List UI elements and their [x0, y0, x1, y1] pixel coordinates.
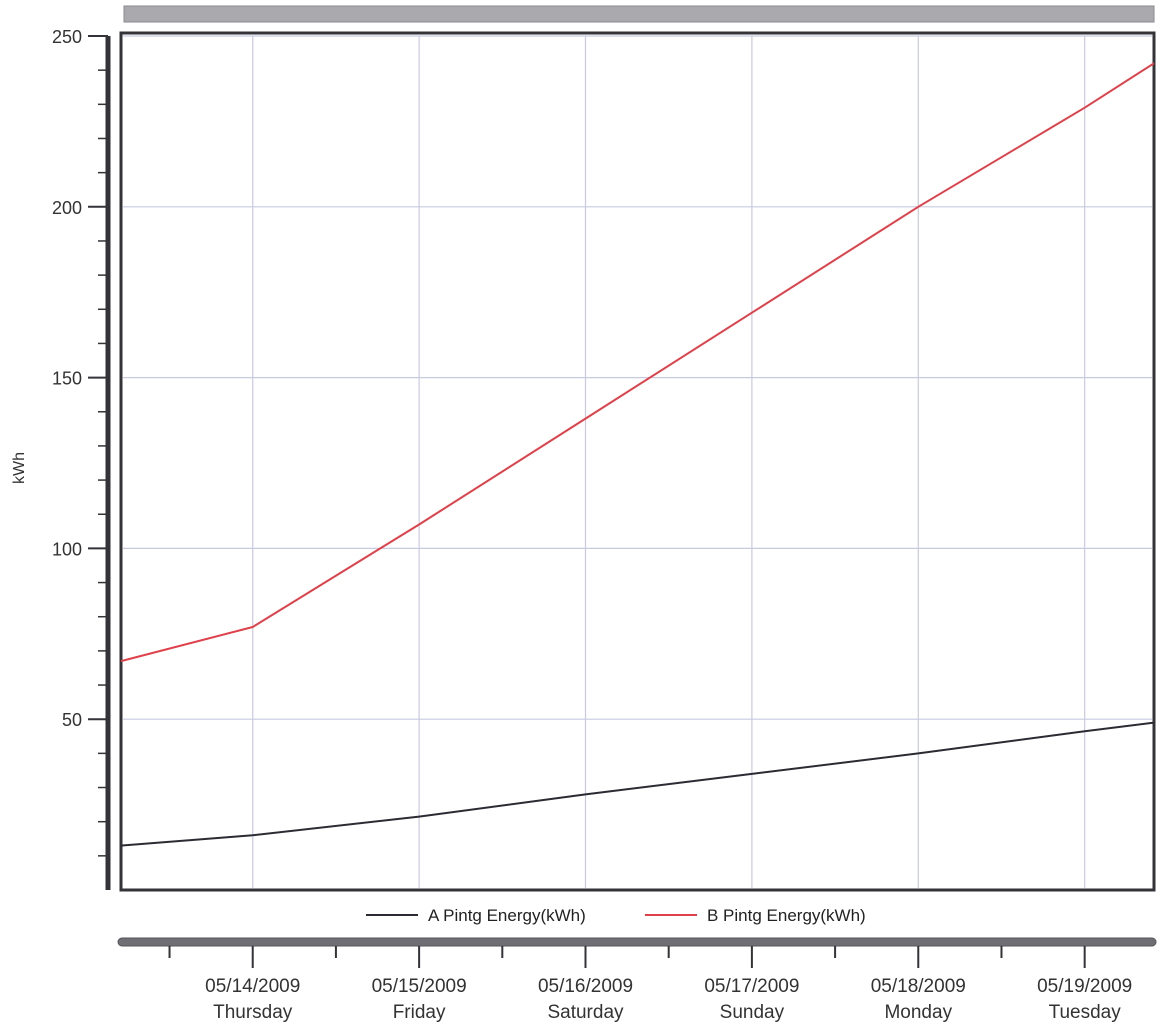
top-scroll-band	[123, 5, 1155, 23]
series-line-a	[120, 721, 1155, 847]
x-tick-day-label: Monday	[884, 1002, 952, 1023]
legend: A Pintg Energy(kWh) B Pintg Energy(kWh)	[366, 906, 866, 925]
gridlines	[123, 35, 1152, 888]
y-tick-label: 250	[52, 27, 82, 47]
series-line-b	[120, 62, 1155, 663]
x-tick-day-label: Friday	[393, 1002, 446, 1023]
y-tick-label: 200	[52, 198, 82, 218]
x-tick-day-label: Saturday	[547, 1002, 624, 1023]
y-tick-label: 50	[62, 710, 82, 730]
legend-label-b: B Pintg Energy(kWh)	[707, 906, 866, 925]
x-tick-date-label: 05/18/2009	[871, 976, 966, 997]
x-tick-date-label: 05/14/2009	[205, 976, 300, 997]
x-tick-date-label: 05/16/2009	[538, 976, 633, 997]
y-axis-title: kWh	[11, 452, 28, 484]
x-tick-day-label: Thursday	[213, 1002, 293, 1023]
y-tick-label: 100	[52, 539, 82, 559]
x-tick-date-label: 05/15/2009	[372, 976, 467, 997]
x-axis-ticks: 05/14/2009 Thursday 05/15/2009 Friday 05/16/…	[168, 946, 1132, 1023]
x-tick-day-label: Tuesday	[1049, 1002, 1122, 1023]
y-tick-label: 150	[52, 369, 82, 389]
x-tick-date-label: 05/19/2009	[1037, 976, 1132, 997]
y-axis-ticks: 50 100 150 200 250	[52, 27, 108, 857]
x-tick-day-label: Sunday	[720, 1002, 785, 1023]
x-tick-date-label: 05/17/2009	[704, 976, 799, 997]
x-axis-band	[117, 937, 1157, 947]
series-lines	[120, 62, 1155, 847]
plot-area	[119, 31, 1156, 892]
legend-label-a: A Pintg Energy(kWh)	[428, 906, 586, 925]
